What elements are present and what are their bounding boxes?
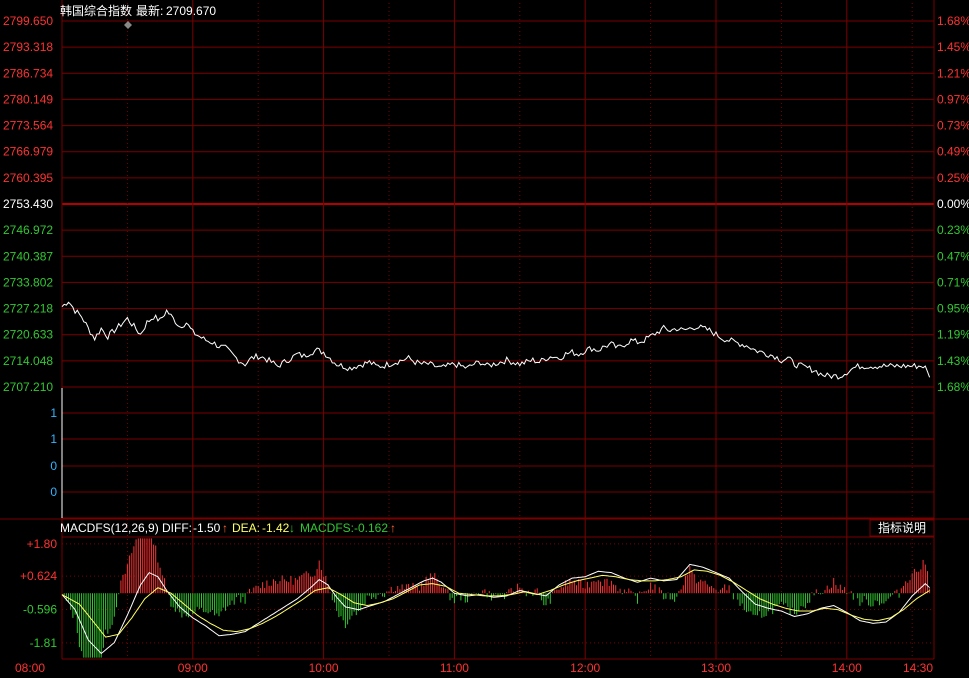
volume-tick-label: 1 xyxy=(50,432,57,446)
price-line xyxy=(61,301,931,380)
percent-tick-label: 0.49% xyxy=(937,145,969,159)
price-left-axis: 2799.650 2793.318 2786.734 2780.149 2773.564… xyxy=(3,14,53,394)
price-grid xyxy=(62,20,934,388)
latest-label: 最新: xyxy=(136,3,163,18)
index-title: 韩国综合指数 xyxy=(60,3,132,18)
macd-header: MACDFS(12,26,9) DIFF: -1.50 ↑ DEA: -1.42… xyxy=(60,521,396,535)
volume-tick-label: 1 xyxy=(50,406,57,420)
macd-histogram xyxy=(63,538,931,658)
dea-line xyxy=(61,569,930,638)
time-tick-label: 10:00 xyxy=(309,661,339,675)
indicator-help-button[interactable]: 指标说明 xyxy=(869,519,935,537)
time-tick-label: 14:00 xyxy=(832,661,862,675)
diff-value: -1.50 xyxy=(193,521,221,535)
diff-label: DIFF: xyxy=(162,521,192,535)
percent-tick-label: 1.19% xyxy=(937,328,969,342)
percent-tick-label: 0.00% xyxy=(937,197,969,211)
dea-label: DEA: xyxy=(232,521,260,535)
price-tick-label: 2766.979 xyxy=(3,145,53,159)
time-tick-label: 14:30 xyxy=(903,661,933,675)
indicator-help-label[interactable]: 指标说明 xyxy=(878,520,926,535)
percent-tick-label: 0.97% xyxy=(937,92,969,106)
price-tick-label: 2733.802 xyxy=(3,275,53,289)
volume-axis: 1 1 0 0 xyxy=(50,406,57,499)
chart-header: 韩国综合指数 最新: 2709.670 xyxy=(60,3,216,18)
dea-value: -1.42 xyxy=(262,521,290,535)
time-tick-label: 09:00 xyxy=(178,661,208,675)
latest-value: 2709.670 xyxy=(166,4,216,18)
price-tick-label: 2727.218 xyxy=(3,302,53,316)
price-tick-label: 2780.149 xyxy=(3,92,53,106)
price-tick-label: 2714.048 xyxy=(3,354,53,368)
percent-tick-label: 0.71% xyxy=(937,275,969,289)
volume-tick-label: 0 xyxy=(50,459,57,473)
volume-tick-label: 0 xyxy=(50,485,57,499)
price-tick-label: 2753.430 xyxy=(3,197,53,211)
time-tick-label: 12:00 xyxy=(570,661,600,675)
price-tick-label: 2746.972 xyxy=(3,223,53,237)
macd-grid xyxy=(0,518,969,660)
macd-axis: +1.80 +0.624 -0.596 -1.81 xyxy=(20,537,57,650)
price-tick-label: 2793.318 xyxy=(3,40,53,54)
percent-tick-label: 0.73% xyxy=(937,119,969,133)
macd-tick-label: -0.596 xyxy=(23,603,57,617)
price-tick-label: 2786.734 xyxy=(3,66,53,80)
price-tick-label: 2707.210 xyxy=(3,380,53,394)
macdfs-value: -0.162 xyxy=(354,521,388,535)
percent-tick-label: 1.43% xyxy=(937,354,969,368)
volume-grid xyxy=(62,386,934,519)
price-tick-label: 2799.650 xyxy=(3,14,53,28)
time-tick-label: 13:00 xyxy=(701,661,731,675)
macd-tick-label: -1.81 xyxy=(30,636,58,650)
percent-tick-label: 0.47% xyxy=(937,249,969,263)
percent-tick-label: 0.25% xyxy=(937,171,969,185)
price-right-axis: 1.68% 1.45% 1.21% 0.97% 0.73% 0.49% 0.25% 0.00%… xyxy=(937,14,969,394)
macd-name: MACDFS(12,26,9) xyxy=(60,521,159,535)
percent-tick-label: 0.23% xyxy=(937,223,969,237)
percent-tick-label: 1.45% xyxy=(937,40,969,54)
time-tick-label: 11:00 xyxy=(440,661,469,675)
indicator-help-button-frame[interactable] xyxy=(869,519,935,537)
vertical-grid xyxy=(61,0,935,659)
macdfs-arrow-icon: ↑ xyxy=(390,521,396,535)
macdfs-label: MACDFS: xyxy=(300,521,354,535)
macd-tick-label: +1.80 xyxy=(27,537,58,551)
price-tick-label: 2773.564 xyxy=(3,119,53,133)
percent-tick-label: 1.68% xyxy=(937,380,969,394)
diff-line xyxy=(61,563,930,655)
macd-tick-label: +0.624 xyxy=(20,569,57,583)
price-tick-label: 2720.633 xyxy=(3,328,53,342)
cursor-marker-icon xyxy=(124,21,132,29)
time-tick-label: 08:00 xyxy=(15,661,45,675)
diff-arrow-icon: ↑ xyxy=(222,521,228,535)
percent-tick-label: 1.68% xyxy=(937,14,969,28)
dea-arrow-icon: ↓ xyxy=(289,521,295,535)
time-axis: 08:00 09:00 10:00 11:00 12:00 13:00 14:00 14:30 xyxy=(15,661,933,675)
price-tick-label: 2760.395 xyxy=(3,171,53,185)
percent-tick-label: 1.21% xyxy=(937,66,969,80)
percent-tick-label: 0.95% xyxy=(937,302,969,316)
price-tick-label: 2740.387 xyxy=(3,249,53,263)
